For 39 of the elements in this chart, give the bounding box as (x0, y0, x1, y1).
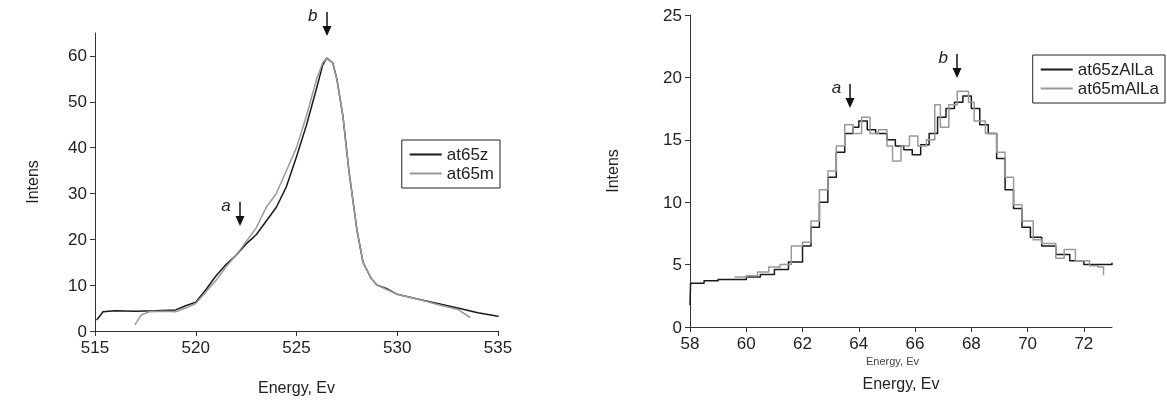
y-tick-label: 20 (663, 67, 682, 87)
x-tick-label: 535 (483, 338, 513, 357)
x-tick-label: 520 (181, 338, 210, 357)
annotation: b (307, 6, 318, 27)
x-tick-label: 62 (793, 334, 812, 353)
y-tick-label: 40 (68, 138, 87, 158)
y-tick-label: 10 (68, 275, 87, 295)
annotation: a (221, 196, 231, 217)
y-tick-label: 0 (672, 317, 682, 337)
legend-label: at65zAlLa (1077, 60, 1154, 79)
annotation: a (831, 77, 842, 98)
legend-label: at65m (446, 164, 494, 183)
y-tick-label: 0 (77, 321, 87, 341)
y-tick-label: 50 (68, 92, 87, 112)
legend-label: at65mAlLa (1077, 79, 1160, 98)
y-tick-label: 60 (68, 46, 87, 66)
y-tick-label: 10 (663, 192, 682, 212)
y-tick-label: 5 (672, 255, 682, 275)
x-tick-label: 60 (736, 334, 756, 353)
x-tick-label: 72 (1074, 334, 1094, 353)
x-tick-label: 530 (383, 338, 412, 357)
y-tick-label: 25 (663, 5, 682, 25)
x-tick-label: 515 (80, 338, 110, 357)
y-axis-title: Intens (23, 160, 41, 204)
x-tick-label: 70 (1018, 334, 1038, 353)
y-tick-label: 20 (68, 229, 87, 249)
x-tick-label: 58 (680, 334, 700, 353)
annotation: b (938, 47, 948, 68)
x-tick-label: 525 (282, 338, 311, 357)
x-axis-title: Energy, Ev (257, 378, 336, 396)
x-axis-title: Energy, Ev (862, 374, 940, 392)
y-tick-label: 15 (663, 130, 682, 150)
x-tick-label: 66 (905, 334, 925, 353)
x-tick-label: 64 (849, 334, 869, 353)
x-tick-label: 68 (961, 334, 981, 353)
text: Energy, Ev (866, 354, 920, 367)
y-axis-title: Intens (603, 149, 621, 193)
legend-label: at65z (446, 145, 489, 164)
y-tick-label: 30 (68, 183, 87, 203)
